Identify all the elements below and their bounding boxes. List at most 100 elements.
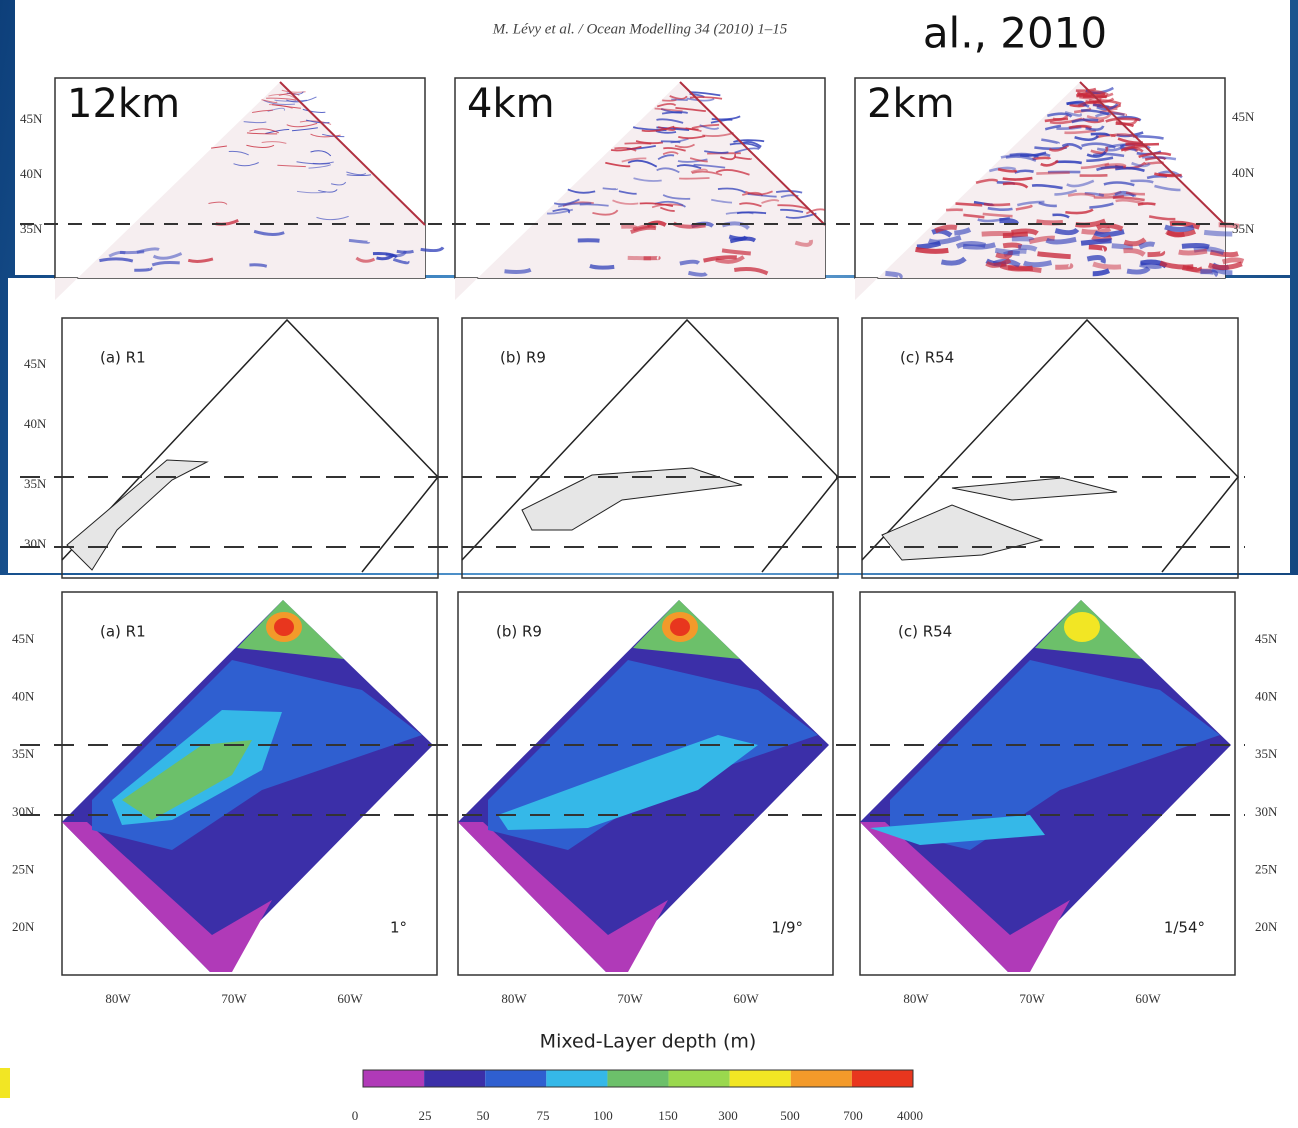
colorbar-swatch (852, 1070, 913, 1087)
colorbar-swatch (669, 1070, 730, 1087)
lat-label: 45N (12, 631, 35, 646)
eddy (1003, 178, 1033, 179)
page: Ocean Modelling panels {"header": {"cita… (0, 0, 1298, 1128)
panel-label: (c) R54 (898, 623, 952, 641)
lon-label: 80W (501, 991, 527, 1006)
lat-label: 30N (12, 804, 35, 819)
colorbar-title: Mixed-Layer depth (m) (540, 1031, 757, 1053)
north-core (670, 618, 690, 636)
eddy (603, 188, 617, 189)
lat-label: 35N (1232, 221, 1255, 236)
eddy (1204, 232, 1232, 234)
eddy (1012, 231, 1038, 234)
colorbar-tick-label: 100 (593, 1108, 613, 1123)
eddy (1012, 239, 1032, 240)
lon-label: 60W (733, 991, 759, 1006)
colorbar-tick-label: 0 (352, 1108, 359, 1123)
eddy (995, 250, 1019, 253)
lat-label: 20N (1255, 919, 1278, 934)
eddy (1165, 227, 1194, 230)
panel-label: (a) R1 (100, 623, 146, 641)
eddy (1126, 193, 1145, 194)
lat-label: 40N (1255, 689, 1278, 704)
panel-label: 12km (67, 81, 180, 127)
eddy (1036, 173, 1069, 174)
lat-label: 45N (24, 356, 47, 371)
overlay-text: al., 2010 (923, 9, 1107, 58)
eddy (397, 251, 414, 252)
north-core (1064, 612, 1100, 642)
resolution-label: 1° (390, 919, 407, 937)
lat-label: 20N (12, 919, 35, 934)
colorbar-swatch (363, 1070, 424, 1087)
lat-label: 40N (20, 166, 43, 181)
panel-label: 2km (867, 81, 955, 127)
colorbar-tick-label: 4000 (897, 1108, 923, 1123)
eddy (505, 270, 531, 272)
lon-label: 80W (105, 991, 131, 1006)
lat-label: 30N (1255, 804, 1278, 819)
lat-label: 40N (12, 689, 35, 704)
citation: M. Lévy et al. / Ocean Modelling 34 (201… (492, 21, 788, 37)
eddy (1024, 263, 1052, 265)
panel-label: (b) R9 (500, 349, 546, 367)
eddy (1223, 260, 1244, 262)
panel-label: (b) R9 (496, 623, 542, 641)
eddy (984, 204, 1010, 205)
lon-label: 60W (337, 991, 363, 1006)
north-core (274, 618, 294, 636)
lon-label: 70W (1019, 991, 1045, 1006)
lon-label: 60W (1135, 991, 1161, 1006)
colorbar-swatch (730, 1070, 791, 1087)
colorbar-tick-label: 150 (658, 1108, 678, 1123)
colorbar-swatch (485, 1070, 546, 1087)
figure: M. Lévy et al. / Ocean Modelling 34 (201… (0, 0, 1298, 1128)
eddy (1210, 252, 1238, 254)
row2-background (8, 278, 1290, 573)
colorbar-tick-label: 75 (537, 1108, 550, 1123)
eddy (988, 208, 1013, 210)
colorbar-swatch (607, 1070, 668, 1087)
eddy (1018, 247, 1036, 249)
lat-label: 45N (1232, 109, 1255, 124)
colorbar-tick-label: 25 (419, 1108, 432, 1123)
eddy (688, 273, 706, 275)
eddy (982, 234, 1014, 235)
eddy (1036, 222, 1062, 223)
colorbar-swatch (424, 1070, 485, 1087)
eddy (1076, 96, 1106, 97)
lat-label: 35N (20, 221, 43, 236)
eddy (1179, 251, 1207, 253)
lat-label: 25N (1255, 861, 1278, 876)
lat-label: 45N (20, 111, 43, 126)
eddy (349, 240, 369, 242)
eddy (1145, 163, 1163, 164)
eddy (1081, 241, 1112, 244)
lon-label: 70W (617, 991, 643, 1006)
colorbar-tick-label: 50 (477, 1108, 490, 1123)
lat-label: 40N (24, 416, 47, 431)
eddy (679, 178, 709, 179)
panel-label: (a) R1 (100, 349, 146, 367)
eddy (916, 249, 949, 251)
eddy (1037, 254, 1070, 257)
eddy (680, 262, 699, 264)
panel-label: 4km (467, 81, 555, 127)
lat-label: 35N (24, 476, 47, 491)
body: M. Lévy et al. / Ocean Modelling 34 (201… (0, 0, 1298, 1128)
eddy (249, 265, 266, 266)
lat-label: 40N (1232, 165, 1255, 180)
lon-label: 70W (221, 991, 247, 1006)
eddy (1095, 232, 1124, 235)
eddy (1140, 264, 1161, 266)
eddy (1047, 239, 1077, 242)
colorbar-tick-label: 300 (718, 1108, 738, 1123)
eddy (621, 227, 636, 228)
decor (0, 1068, 10, 1098)
eddy (590, 266, 614, 268)
colorbar-tick-label: 500 (780, 1108, 800, 1123)
eddy (737, 212, 766, 213)
eddy (1033, 158, 1051, 159)
colorbar-swatch (791, 1070, 852, 1087)
panel-label: (c) R54 (900, 349, 954, 367)
